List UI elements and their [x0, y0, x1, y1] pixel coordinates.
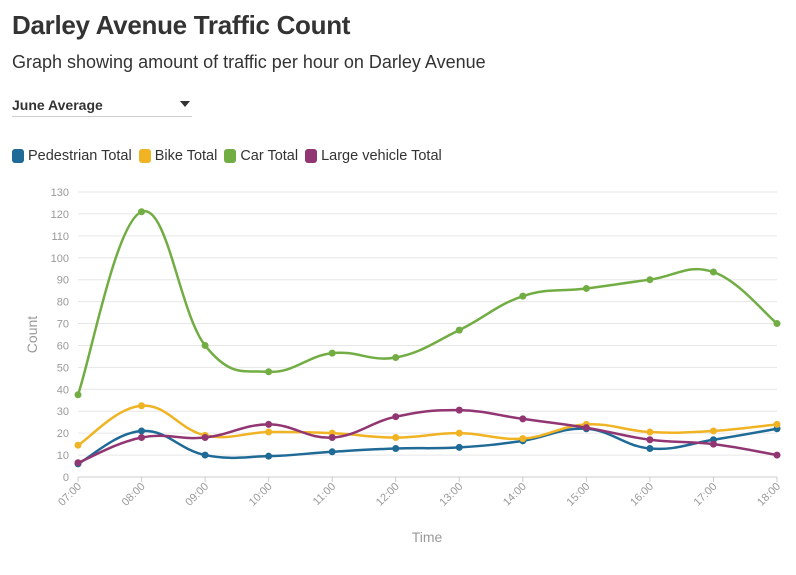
x-tick-label: 17:00 [692, 481, 720, 509]
data-point[interactable] [455, 429, 463, 437]
y-tick-label: 50 [57, 362, 69, 374]
data-point[interactable] [328, 434, 336, 442]
data-point[interactable] [74, 459, 82, 467]
data-point[interactable] [646, 436, 654, 444]
x-tick-label: 15:00 [565, 481, 593, 509]
series-car-total [74, 208, 781, 399]
data-point[interactable] [582, 424, 590, 432]
data-point[interactable] [646, 276, 654, 284]
data-point[interactable] [392, 445, 400, 452]
y-tick-label: 70 [57, 319, 69, 331]
series-line [76, 408, 779, 464]
x-tick-label: 16:00 [628, 481, 656, 509]
data-point[interactable] [265, 368, 273, 376]
data-point[interactable] [773, 451, 781, 459]
series-line [76, 427, 779, 466]
legend-item-large-vehicle[interactable]: Large vehicle Total [305, 148, 442, 164]
x-tick-label: 14:00 [501, 481, 529, 509]
data-point[interactable] [265, 428, 273, 436]
x-tick-label: 09:00 [183, 481, 211, 509]
data-point[interactable] [773, 420, 781, 428]
chart-legend: Pedestrian Total Bike Total Car Total La… [12, 148, 449, 164]
data-point[interactable] [646, 428, 654, 436]
data-point[interactable] [709, 268, 717, 276]
y-tick-label: 120 [51, 209, 69, 221]
data-point[interactable] [582, 284, 590, 292]
data-point[interactable] [519, 435, 527, 443]
data-point[interactable] [709, 427, 717, 435]
x-tick-label: 18:00 [755, 481, 783, 509]
page-title: Darley Avenue Traffic Count [12, 10, 351, 40]
legend-item-bike[interactable]: Bike Total [138, 148, 218, 164]
y-axis-title: Count [24, 316, 40, 353]
x-tick-label: 08:00 [120, 481, 148, 509]
data-point[interactable] [201, 434, 209, 442]
data-point[interactable] [74, 391, 82, 399]
data-point[interactable] [265, 420, 273, 428]
y-tick-label: 80 [57, 297, 69, 309]
data-point[interactable] [455, 326, 463, 334]
period-dropdown[interactable]: June Average [12, 94, 192, 117]
legend-swatch [305, 149, 318, 163]
data-point[interactable] [646, 445, 654, 452]
data-point[interactable] [519, 415, 527, 423]
y-tick-label: 100 [51, 253, 69, 265]
data-point[interactable] [392, 434, 400, 442]
data-point[interactable] [138, 402, 146, 410]
data-point[interactable] [392, 354, 400, 362]
y-tick-label: 60 [57, 340, 69, 352]
legend-swatch [12, 149, 24, 163]
y-axis-ticks: 0 10 20 30 40 50 60 70 80 90 100 110 120 130 [51, 187, 69, 484]
data-point[interactable] [455, 443, 463, 451]
page-subtitle: Graph showing amount of traffic per hour… [12, 52, 486, 72]
chart-grid [78, 191, 777, 478]
series-large-vehicle-total [74, 406, 781, 467]
legend-swatch [224, 149, 237, 163]
legend-item-car[interactable]: Car Total [224, 148, 298, 164]
data-point[interactable] [392, 413, 400, 421]
data-point[interactable] [265, 452, 273, 460]
legend-label: Car Total [240, 148, 299, 164]
data-point[interactable] [709, 440, 717, 448]
chart-series [74, 208, 781, 468]
data-point[interactable] [138, 427, 146, 435]
x-axis-title: Time [412, 529, 443, 545]
period-dropdown-value: June Average [12, 97, 103, 113]
x-tick-label: 10:00 [247, 481, 275, 509]
y-tick-label: 110 [51, 231, 69, 243]
y-tick-label: 30 [57, 406, 69, 418]
data-point[interactable] [138, 208, 146, 216]
data-point[interactable] [201, 341, 209, 349]
y-tick-label: 10 [57, 450, 69, 462]
x-tick-label: 07:00 [56, 481, 84, 509]
data-point[interactable] [138, 434, 146, 442]
y-tick-label: 20 [57, 428, 69, 440]
x-axis-ticks: 07:00 08:00 09:00 10:00 11:00 12:00 13:00 14:00… [56, 477, 783, 509]
legend-item-pedestrian[interactable]: Pedestrian Total [12, 148, 132, 164]
legend-swatch [138, 149, 151, 163]
data-point[interactable] [328, 349, 336, 357]
chevron-down-icon [180, 101, 190, 107]
x-tick-label: 13:00 [437, 481, 465, 509]
data-point[interactable] [328, 448, 336, 456]
x-tick-label: 12:00 [374, 481, 402, 509]
data-point[interactable] [201, 451, 209, 459]
legend-label: Pedestrian Total [28, 148, 132, 164]
legend-label: Bike Total [154, 148, 218, 164]
data-point[interactable] [455, 406, 463, 414]
y-tick-label: 40 [57, 384, 69, 396]
y-tick-label: 90 [57, 275, 69, 287]
line-chart: 0 10 20 30 40 50 60 70 80 90 100 110 120 130 07:00 08:… [24, 187, 783, 545]
x-tick-label: 11:00 [311, 481, 338, 508]
y-tick-label: 130 [51, 187, 69, 199]
data-point[interactable] [773, 320, 781, 328]
data-point[interactable] [74, 441, 82, 449]
y-tick-label: 0 [63, 472, 69, 484]
legend-label: Large vehicle Total [321, 148, 442, 164]
data-point[interactable] [519, 292, 527, 300]
